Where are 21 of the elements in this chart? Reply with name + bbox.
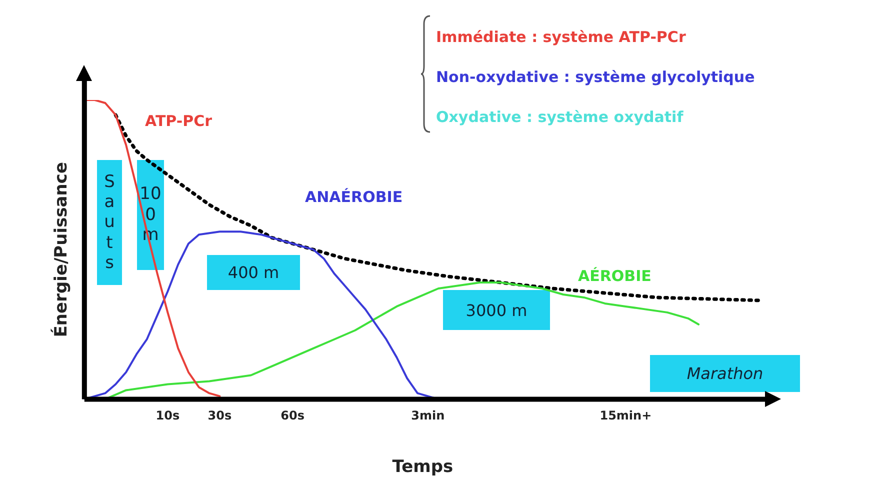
series-label: ATP-PCr: [145, 112, 212, 130]
y-axis-title: Énergie/Puissance: [50, 162, 72, 338]
annotation: Marathon: [686, 364, 764, 383]
text-box: Sauts: [97, 160, 122, 285]
text-box: Marathon: [650, 355, 800, 392]
series-label: AÉROBIE: [578, 267, 652, 285]
x-tick-label: 30s: [208, 408, 232, 423]
text: ANAÉROBIE: [305, 188, 403, 206]
text: Non-oxydative : système glycolytique: [436, 68, 755, 86]
x-tick-label: 10s: [156, 408, 180, 423]
x-tick-label: 15min+: [600, 408, 652, 423]
text-box: 400 m: [207, 255, 300, 290]
text-box: 3000 m: [443, 290, 550, 330]
annotation: 400 m: [228, 263, 280, 282]
x-tick-label: 3min: [411, 408, 445, 423]
x-tick-label: 60s: [280, 408, 305, 423]
x-axis-title: Temps: [392, 457, 454, 478]
annotation: 3000 m: [466, 300, 528, 320]
annotation: Sauts: [104, 172, 116, 274]
text: Immédiate : système ATP-PCr: [436, 28, 686, 46]
annotation: Oxydative : système oxydatif: [436, 108, 684, 126]
